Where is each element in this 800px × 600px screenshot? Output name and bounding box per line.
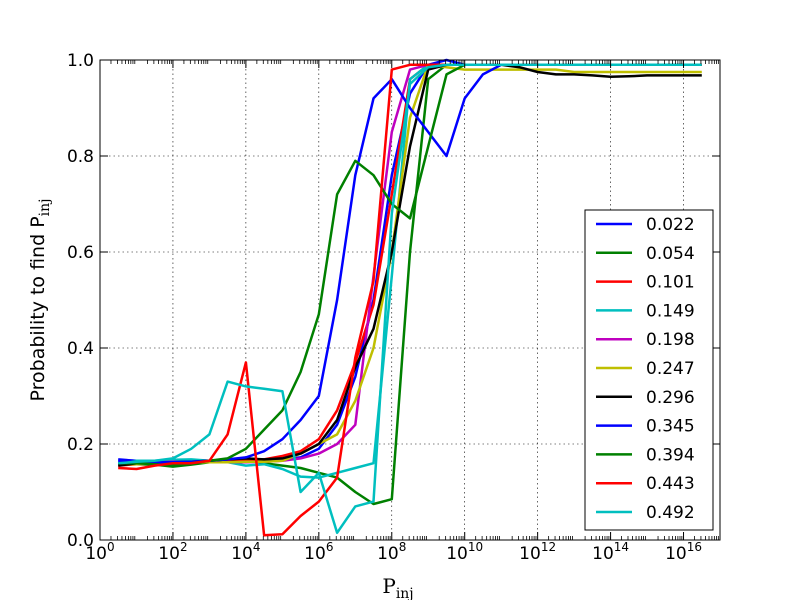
legend-label: 0.443 — [646, 474, 695, 494]
y-tick-label: 0.8 — [67, 147, 94, 167]
y-tick-label: 0.2 — [67, 435, 94, 455]
legend-box — [584, 209, 714, 531]
x-tick-labels: 100 102 104 106 108 1010 1012 1014 1016 — [85, 540, 702, 564]
series-line-0.492 — [118, 63, 702, 535]
legend-label: 0.394 — [646, 445, 695, 465]
x-tick-label: 1012 — [519, 540, 556, 564]
x-tick-label: 104 — [231, 540, 260, 564]
y-tick-label: 1.0 — [67, 51, 94, 71]
x-tick-label: 1010 — [446, 540, 483, 564]
series-line-0.247 — [118, 63, 702, 466]
x-tick-label: 100 — [85, 540, 114, 564]
x-axis-label: Pinj — [382, 574, 413, 600]
series-lines — [118, 58, 702, 537]
legend-label: 0.247 — [646, 359, 695, 379]
legend-label: 0.345 — [646, 417, 695, 437]
plot-frame — [99, 59, 721, 541]
legend-label: 0.054 — [646, 244, 695, 264]
legend-label: 0.101 — [646, 273, 695, 293]
y-axis-label: Probability to find Pinj — [27, 198, 53, 401]
x-tick-label: 1014 — [592, 540, 629, 564]
y-tick-label: 0.4 — [67, 339, 94, 359]
x-tick-label: 108 — [377, 540, 406, 564]
legend-label: 0.492 — [646, 503, 695, 523]
y-tick-label: 0.6 — [67, 243, 94, 263]
legend-label: 0.198 — [646, 330, 695, 350]
legend-label: 0.149 — [646, 301, 695, 321]
x-tick-label: 1016 — [665, 540, 702, 564]
axis-ticks — [99, 59, 720, 541]
x-tick-label: 102 — [158, 540, 187, 564]
y-tick-labels: 0.0 0.2 0.4 0.6 0.8 1.0 — [67, 51, 94, 551]
x-tick-label: 106 — [304, 540, 333, 564]
y-tick-label: 0.0 — [67, 531, 94, 551]
legend-label: 0.296 — [646, 388, 695, 408]
legend: 0.022 0.054 0.101 0.149 0.198 0.247 0.296 0.345… — [584, 209, 714, 531]
legend-label: 0.022 — [646, 215, 695, 235]
